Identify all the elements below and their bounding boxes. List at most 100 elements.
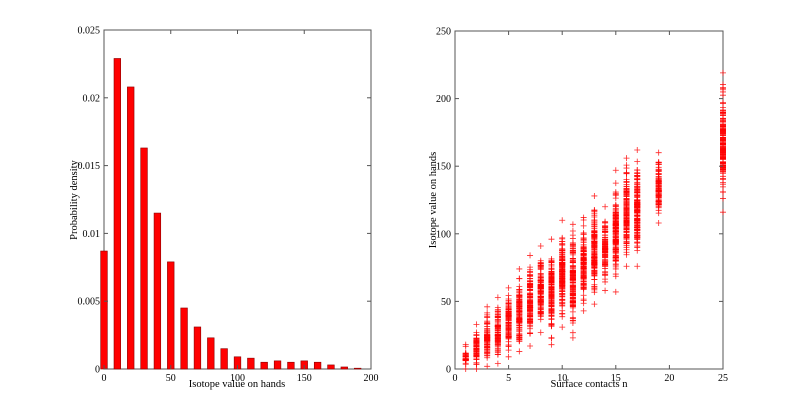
scatter-marker	[569, 279, 576, 286]
scatter-marker	[537, 262, 544, 269]
scatter-marker	[569, 308, 576, 315]
scatter-marker	[612, 180, 619, 187]
scatter-marker	[623, 189, 630, 196]
scatter-chart: 0 5 10 15 20 25 0 50 100 150 200 250 Surface conta…	[428, 27, 728, 391]
scatter-marker	[602, 269, 609, 276]
histogram-bars	[100, 58, 362, 370]
scatter-marker	[505, 320, 512, 327]
scatter-marker	[569, 329, 576, 336]
scatter-marker	[505, 284, 512, 291]
histogram-y-tick-label: 0.025	[78, 26, 101, 37]
scatter-marker	[569, 232, 576, 239]
scatter-marker	[623, 263, 630, 270]
histogram-y-tick-label: 0.015	[78, 161, 101, 172]
histogram-y-tick-label: 0.01	[83, 229, 101, 240]
histogram-bar	[313, 361, 322, 370]
scatter-marker	[720, 86, 726, 93]
scatter-marker	[580, 268, 587, 275]
scatter-marker	[580, 237, 587, 244]
scatter-marker	[591, 286, 598, 293]
scatter-marker	[516, 286, 523, 293]
histogram-bar	[354, 367, 362, 370]
histogram-bar	[340, 366, 348, 370]
scatter-marker	[548, 307, 555, 314]
scatter-marker	[591, 217, 598, 224]
scatter-marker	[494, 347, 501, 354]
scatter-marker	[655, 170, 662, 177]
scatter-marker	[634, 167, 641, 174]
scatter-marker	[484, 314, 491, 321]
scatter-marker	[494, 294, 501, 301]
scatter-marker	[537, 242, 544, 249]
scatter-marker	[559, 255, 566, 262]
scatter-marker	[720, 69, 726, 76]
scatter-marker	[612, 271, 619, 278]
scatter-marker	[591, 250, 598, 257]
scatter-marker	[720, 183, 726, 190]
scatter-marker	[537, 304, 544, 311]
scatter-marker	[612, 214, 619, 221]
histogram-y-ticks: 0 0.005 0.01 0.015 0.02 0.025	[78, 26, 371, 376]
histogram-bar	[247, 357, 255, 370]
histogram-bar	[193, 326, 202, 370]
scatter-marker	[473, 321, 480, 328]
scatter-marker	[580, 229, 587, 236]
scatter-marker	[580, 307, 587, 314]
scatter-marker	[591, 235, 598, 242]
scatter-marker	[559, 310, 566, 317]
scatter-marker	[505, 342, 512, 349]
scatter-marker	[580, 222, 587, 229]
scatter-marker	[612, 167, 619, 174]
scatter-marker	[559, 288, 566, 295]
scatter-marker	[569, 298, 576, 305]
histogram-bar	[287, 361, 295, 370]
scatter-marker	[623, 183, 630, 190]
scatter-marker	[516, 265, 523, 272]
scatter-marker	[720, 160, 726, 167]
scatter-frame	[454, 30, 724, 370]
histogram-bar	[260, 361, 268, 370]
scatter-marker	[537, 329, 544, 336]
scatter-marker	[559, 263, 566, 270]
scatter-marker	[537, 312, 544, 319]
scatter-marker	[623, 170, 630, 177]
scatter-marker	[484, 303, 491, 310]
scatter-marker	[591, 255, 598, 262]
scatter-marker	[591, 228, 598, 235]
scatter-marker	[516, 316, 523, 323]
scatter-marker	[505, 353, 512, 360]
scatter-marker	[655, 149, 662, 156]
scatter-marker	[559, 277, 566, 284]
scatter-marker	[720, 189, 726, 196]
scatter-marker	[634, 200, 641, 207]
scatter-y-ticks: 0 50 100 150 200 250	[436, 27, 723, 376]
histogram-bar	[100, 250, 108, 370]
histogram-x-ticks: 0 50 100 150 200	[102, 30, 379, 384]
scatter-y-tick-label: 50	[441, 297, 451, 308]
histogram-x-tick-label: 50	[166, 373, 176, 384]
scatter-marker	[623, 218, 630, 225]
scatter-marker	[720, 151, 726, 158]
histogram-bar	[273, 360, 282, 370]
scatter-marker	[720, 176, 726, 183]
scatter-marker	[516, 300, 523, 307]
scatter-marker	[548, 341, 555, 348]
scatter-marker	[473, 353, 480, 360]
scatter-marker	[720, 109, 726, 116]
scatter-marker	[505, 295, 512, 302]
scatter-marker	[591, 276, 598, 283]
scatter-marker	[569, 247, 576, 254]
scatter-marker	[527, 272, 534, 279]
scatter-marker	[516, 275, 523, 282]
scatter-marker	[655, 175, 662, 182]
scatter-marker	[655, 219, 662, 226]
scatter-marker	[612, 288, 619, 295]
histogram-x-label: Isotope value on hands	[189, 379, 286, 390]
scatter-marker	[484, 336, 491, 343]
scatter-marker	[602, 226, 609, 233]
scatter-marker	[634, 232, 641, 239]
scatter-marker	[559, 283, 566, 290]
scatter-marker	[612, 263, 619, 270]
scatter-marker	[655, 190, 662, 197]
